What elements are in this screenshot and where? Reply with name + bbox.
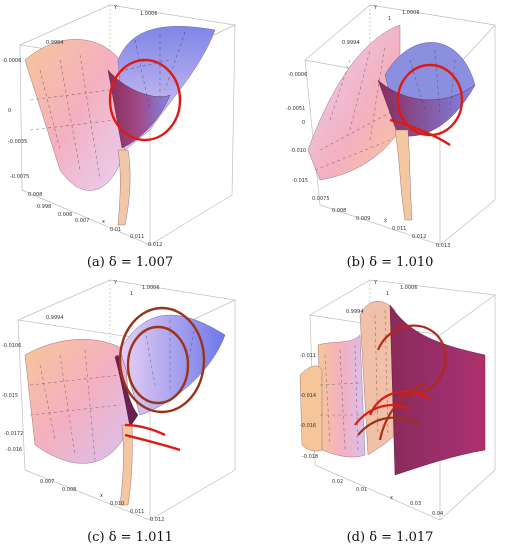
axis-ticks: Y 1.0006 1 0.9994 -0.011 -0.014 -0.016 -… — [300, 280, 443, 517]
svg-text:0.9994: 0.9994 — [346, 309, 364, 315]
svg-text:0.0075: 0.0075 — [312, 196, 330, 202]
svg-text:-0.0006: -0.0006 — [2, 58, 21, 64]
svg-text:0.011: 0.011 — [130, 509, 144, 515]
svg-text:-0.0172: -0.0172 — [4, 431, 23, 437]
axis-ticks: Y 1.0006 1 0.9994 -0.0106 -0.015 -0.0172… — [2, 280, 164, 523]
panel-b-caption: (b) δ = 1.010 — [260, 255, 520, 270]
panel-c-caption: (c) δ = 1.011 — [0, 530, 260, 545]
svg-text:1: 1 — [386, 291, 389, 297]
svg-text:0.9994: 0.9994 — [342, 40, 360, 46]
svg-text:0: 0 — [302, 120, 305, 126]
panel-d: Y 1.0006 1 0.9994 -0.011 -0.014 -0.016 -… — [260, 275, 520, 550]
svg-text:0.013: 0.013 — [436, 243, 450, 249]
svg-text:-0.0106: -0.0106 — [2, 343, 21, 349]
panel-a-caption: (a) δ = 1.007 — [0, 255, 260, 270]
surface — [24, 314, 226, 506]
svg-text:1.0006: 1.0006 — [400, 285, 418, 291]
svg-text:0.012: 0.012 — [148, 242, 162, 248]
surface — [299, 301, 486, 476]
svg-text:-0.018: -0.018 — [302, 454, 318, 460]
panel-c: Y 1.0006 1 0.9994 -0.0106 -0.015 -0.0172… — [0, 275, 260, 550]
svg-text:Y: Y — [373, 280, 378, 286]
svg-text:1.0006: 1.0006 — [142, 285, 160, 291]
svg-text:-0.016: -0.016 — [6, 447, 22, 453]
panel-d-plot: Y 1.0006 1 0.9994 -0.011 -0.014 -0.016 -… — [299, 279, 496, 521]
axis-ticks: Y 1.0006 -0.0006 0.9994 0 -0.0035 -0.007… — [2, 5, 162, 248]
panel-a-label: (a) — [86, 255, 105, 270]
svg-text:-0.010: -0.010 — [290, 148, 306, 154]
svg-text:0.007: 0.007 — [40, 479, 54, 485]
panel-c-caption-text: δ = 1.011 — [108, 530, 173, 545]
svg-text:x: x — [102, 219, 105, 225]
red-curve — [118, 306, 206, 452]
svg-text:0.04: 0.04 — [432, 511, 443, 517]
svg-text:0.008: 0.008 — [332, 208, 346, 214]
svg-text:0.009: 0.009 — [356, 216, 370, 222]
svg-text:-0.016: -0.016 — [300, 423, 316, 429]
svg-text:1.0006: 1.0006 — [402, 10, 420, 16]
svg-text:0.008: 0.008 — [62, 487, 76, 493]
panel-a-caption-text: δ = 1.007 — [108, 255, 174, 270]
panel-b-label: (b) — [346, 255, 366, 270]
svg-text:0.9994: 0.9994 — [46, 40, 64, 46]
axis-ticks: Y 1.0006 1 -0.0006 0.9994 -0.0051 0 -0.0… — [286, 5, 450, 249]
svg-text:0.01: 0.01 — [110, 227, 121, 233]
surface-mesh — [314, 44, 456, 171]
svg-text:0: 0 — [8, 108, 11, 114]
svg-text:1: 1 — [388, 16, 391, 22]
svg-text:Y: Y — [113, 5, 118, 11]
panel-a-plot: Y 1.0006 -0.0006 0.9994 0 -0.0035 -0.007… — [2, 4, 237, 248]
panel-d-caption-text: δ = 1.017 — [369, 530, 434, 545]
svg-text:0.012: 0.012 — [412, 234, 426, 240]
svg-text:1: 1 — [130, 291, 133, 297]
svg-text:0.011: 0.011 — [130, 234, 144, 240]
panel-d-label: (d) — [346, 530, 366, 545]
svg-text:-0.014: -0.014 — [300, 393, 316, 399]
panel-b-plot: Y 1.0006 1 -0.0006 0.9994 -0.0051 0 -0.0… — [286, 4, 496, 249]
panel-d-caption: (d) δ = 1.017 — [260, 530, 520, 545]
panel-c-label: (c) — [87, 530, 105, 545]
svg-text:x: x — [100, 493, 103, 499]
svg-text:0.006: 0.006 — [58, 212, 72, 218]
red-curve — [354, 324, 447, 441]
svg-text:-0.0035: -0.0035 — [8, 139, 27, 145]
svg-text:0.012: 0.012 — [150, 517, 164, 523]
panel-c-plot: Y 1.0006 1 0.9994 -0.0106 -0.015 -0.0172… — [2, 279, 237, 523]
svg-text:-0.0051: -0.0051 — [286, 106, 305, 112]
surface — [307, 24, 476, 221]
svg-text:1.0006: 1.0006 — [140, 11, 158, 17]
svg-text:0.01: 0.01 — [356, 487, 367, 493]
red-curve — [389, 63, 464, 146]
svg-text:x: x — [384, 218, 387, 224]
surface-mesh — [29, 320, 196, 461]
svg-text:x: x — [390, 495, 393, 501]
svg-text:-0.0006: -0.0006 — [288, 72, 307, 78]
surface-mesh — [319, 309, 389, 451]
svg-text:0.02: 0.02 — [332, 479, 343, 485]
svg-text:0.007: 0.007 — [75, 218, 89, 224]
svg-text:Y: Y — [373, 5, 378, 11]
svg-text:-0.015: -0.015 — [2, 393, 18, 399]
surface-mesh — [29, 31, 186, 181]
svg-text:-0.015: -0.015 — [292, 178, 308, 184]
svg-text:0.998: 0.998 — [37, 204, 51, 210]
panel-b-caption-text: δ = 1.010 — [369, 255, 434, 270]
svg-text:Y: Y — [113, 280, 118, 286]
svg-text:0.011: 0.011 — [392, 226, 406, 232]
red-curve — [108, 58, 182, 142]
svg-text:-0.011: -0.011 — [300, 353, 316, 359]
svg-text:0.008: 0.008 — [28, 192, 42, 198]
svg-text:0.010: 0.010 — [110, 501, 124, 507]
svg-text:-0.0075: -0.0075 — [10, 174, 29, 180]
svg-text:0.9994: 0.9994 — [46, 315, 64, 321]
panel-a: Y 1.0006 -0.0006 0.9994 0 -0.0035 -0.007… — [0, 0, 260, 275]
surface — [24, 26, 216, 226]
panel-b: Y 1.0006 1 -0.0006 0.9994 -0.0051 0 -0.0… — [260, 0, 520, 275]
svg-text:0.03: 0.03 — [410, 501, 421, 507]
